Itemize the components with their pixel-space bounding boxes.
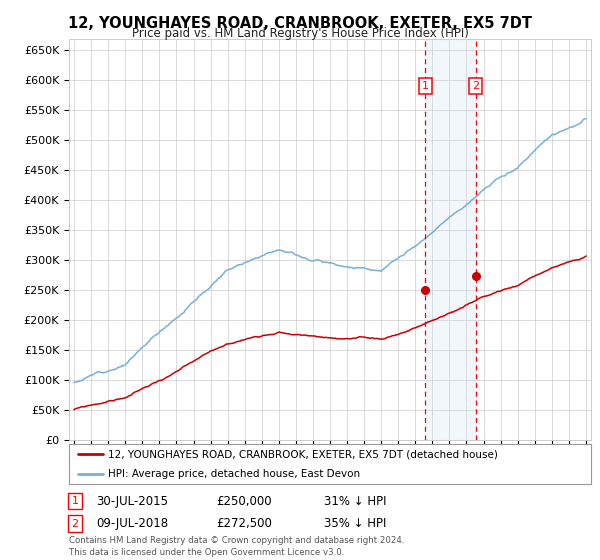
- Text: HPI: Average price, detached house, East Devon: HPI: Average price, detached house, East…: [108, 469, 360, 479]
- Text: 12, YOUNGHAYES ROAD, CRANBROOK, EXETER, EX5 7DT: 12, YOUNGHAYES ROAD, CRANBROOK, EXETER, …: [68, 16, 532, 31]
- Text: Contains HM Land Registry data © Crown copyright and database right 2024.
This d: Contains HM Land Registry data © Crown c…: [69, 536, 404, 557]
- Text: £250,000: £250,000: [216, 494, 272, 508]
- Text: 1: 1: [71, 496, 79, 506]
- Text: 1: 1: [422, 81, 428, 91]
- Text: 31% ↓ HPI: 31% ↓ HPI: [324, 494, 386, 508]
- Text: 12, YOUNGHAYES ROAD, CRANBROOK, EXETER, EX5 7DT (detached house): 12, YOUNGHAYES ROAD, CRANBROOK, EXETER, …: [108, 449, 498, 459]
- Text: £272,500: £272,500: [216, 517, 272, 530]
- Text: 30-JUL-2015: 30-JUL-2015: [96, 494, 168, 508]
- Text: 2: 2: [71, 519, 79, 529]
- Bar: [425, 39, 476, 440]
- Text: 09-JUL-2018: 09-JUL-2018: [96, 517, 168, 530]
- Text: 35% ↓ HPI: 35% ↓ HPI: [324, 517, 386, 530]
- Text: 2: 2: [472, 81, 479, 91]
- Text: Price paid vs. HM Land Registry's House Price Index (HPI): Price paid vs. HM Land Registry's House …: [131, 27, 469, 40]
